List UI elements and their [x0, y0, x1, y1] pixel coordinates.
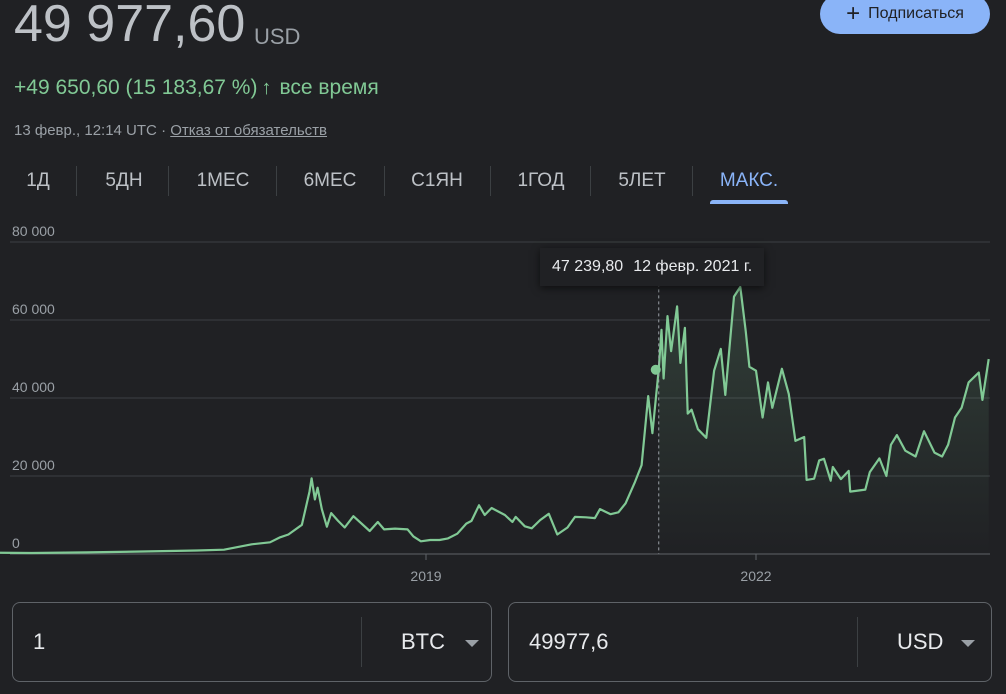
tab-divider — [384, 166, 385, 196]
from-currency-select[interactable]: BTC — [401, 629, 445, 654]
tab-5d[interactable]: 5ДН — [105, 170, 143, 191]
tab-ytd[interactable]: С1ЯН — [411, 170, 463, 191]
y-tick-label: 60 000 — [12, 301, 55, 317]
plus-icon: + — [846, 0, 861, 27]
from-amount-input[interactable]: 1 — [33, 629, 46, 654]
price-currency: USD — [254, 24, 301, 49]
series-line — [0, 285, 990, 555]
field-divider — [857, 617, 858, 667]
y-tick-label: 40 000 — [12, 379, 55, 395]
converter-to: 49977,6 USD — [508, 602, 992, 682]
tab-divider — [276, 166, 277, 196]
change-value: +49 650,60 (15 183,67 %) — [14, 76, 258, 99]
tab-5y[interactable]: 5ЛЕТ — [618, 170, 666, 191]
tab-divider — [590, 166, 591, 196]
timestamp: 13 февр., 12:14 UTC — [14, 122, 157, 139]
chart-tooltip: 47 239,80 12 февр. 2021 г. — [540, 248, 765, 286]
tab-divider — [490, 166, 491, 196]
dropdown-arrow-icon[interactable] — [961, 640, 975, 647]
change-period: все время — [279, 76, 379, 99]
x-tick-label: 2022 — [740, 568, 771, 584]
disclaimer-link[interactable]: Отказ от обязательств — [170, 122, 328, 139]
tab-divider — [168, 166, 169, 196]
tab-1m[interactable]: 1МЕС — [196, 170, 250, 191]
tab-1y[interactable]: 1ГОД — [517, 170, 565, 191]
timestamp-line: 13 февр., 12:14 UTC · Отказ от обязатель… — [14, 122, 327, 139]
range-tabs: 1Д 5ДН 1МЕС 6МЕС С1ЯН 1ГОД 5ЛЕТ МАКС. — [0, 160, 1006, 204]
separator-dot: · — [161, 122, 171, 139]
price-chart[interactable]: 0 20 000 40 000 60 000 80 000 2019 2022 — [0, 225, 1006, 595]
y-tick-label: 20 000 — [12, 457, 55, 473]
series-area — [658, 286, 989, 554]
subscribe-label: Подписаться — [868, 5, 964, 22]
subscribe-button[interactable]: + Подписаться — [820, 0, 990, 34]
to-currency-select[interactable]: USD — [897, 629, 944, 654]
tab-divider — [692, 166, 693, 196]
highlight-point — [650, 364, 661, 375]
tab-1d[interactable]: 1Д — [26, 170, 50, 191]
to-amount-input[interactable]: 49977,6 — [529, 629, 609, 654]
tab-6m[interactable]: 6МЕС — [303, 170, 357, 191]
tab-max[interactable]: МАКС. — [710, 160, 788, 204]
dropdown-arrow-icon[interactable] — [465, 640, 479, 647]
y-tick-label: 0 — [12, 535, 20, 551]
price-value: 49 977,60 — [14, 0, 246, 53]
tooltip-date: 12 февр. 2021 г. — [633, 258, 753, 275]
tooltip-value: 47 239,80 — [552, 258, 624, 275]
tab-divider — [76, 166, 77, 196]
field-divider — [361, 617, 362, 667]
x-tick-label: 2019 — [410, 568, 441, 584]
arrow-up-icon: ↑ — [261, 76, 272, 99]
converter-from: 1 BTC — [12, 602, 492, 682]
y-tick-label: 80 000 — [12, 225, 55, 239]
price-change: +49 650,60 (15 183,67 %) ↑ все время — [14, 76, 379, 100]
